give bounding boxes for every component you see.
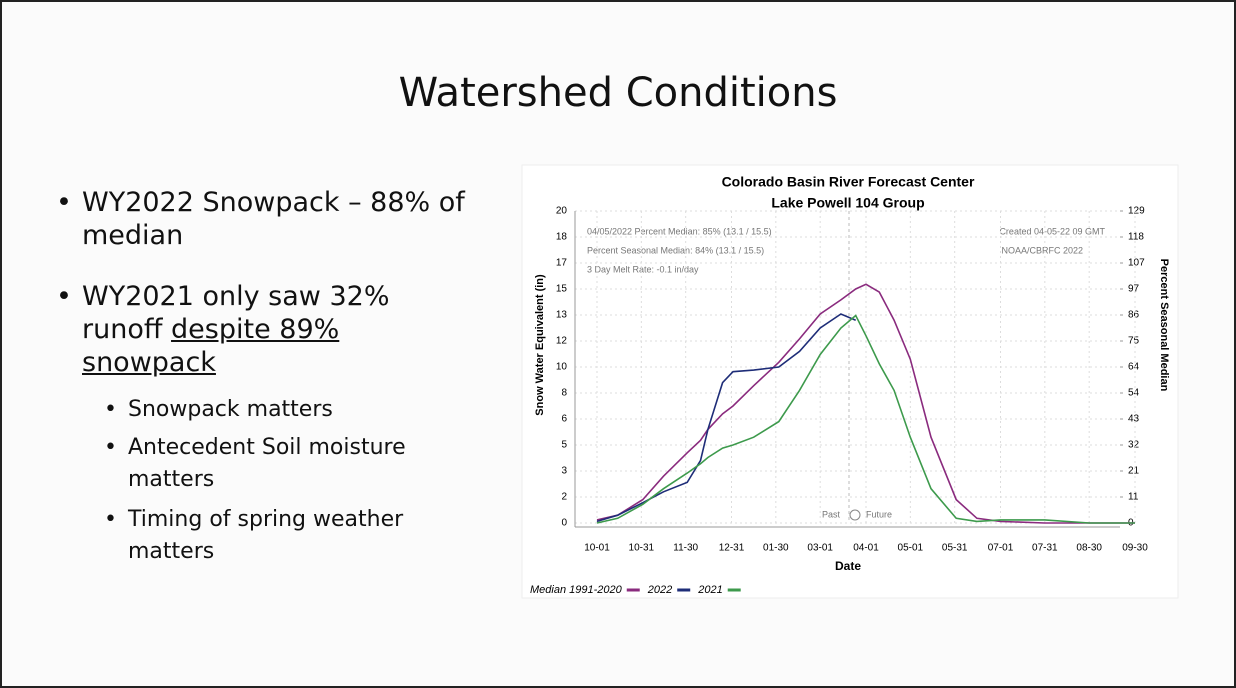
series-line: [596, 314, 1135, 524]
chart-title: Colorado Basin River Forecast Center: [722, 174, 975, 190]
x-tick-label: 09-30: [1122, 543, 1148, 554]
x-tick-label: 07-31: [1032, 543, 1058, 554]
chart-subtitle: Lake Powell 104 Group: [771, 195, 924, 211]
bullet-text: WY2021 only saw 32% runoff: [82, 281, 390, 345]
y-tick-label: 10: [556, 362, 568, 373]
y-tick-label: 12: [556, 336, 568, 347]
x-tick-label: 10-01: [584, 543, 610, 554]
sub-bullet: Antecedent Soil moisture matters: [104, 432, 464, 496]
y-tick-label: 8: [561, 388, 567, 399]
series-line: [596, 283, 1135, 524]
y2-tick-label: 43: [1128, 414, 1140, 425]
x-tick-label: 05-31: [942, 543, 968, 554]
sub-bullet-text: Antecedent Soil moisture matters: [128, 435, 406, 492]
underlined-text: despite 89% snowpack: [82, 314, 340, 378]
annotation: Created 04-05-22 09 GMT: [999, 226, 1105, 236]
x-tick-label: 01-30: [763, 543, 789, 554]
y-tick-label: 18: [556, 232, 568, 243]
legend-label: 2021: [697, 584, 722, 596]
slide-title: Watershed Conditions: [398, 70, 838, 116]
today-icon: [849, 509, 861, 521]
y-tick-label: 3: [561, 466, 567, 477]
x-tick-label: 12-31: [719, 543, 745, 554]
bullet-text: WY2021 only saw 32% runoff despite 89% s…: [56, 280, 476, 379]
y2-tick-label: 129: [1128, 206, 1145, 217]
y2-tick-label: 54: [1128, 388, 1140, 399]
x-tick-label: 05-01: [898, 543, 924, 554]
y-tick-label: 0: [561, 518, 567, 529]
y2-tick-label: 11: [1128, 492, 1139, 503]
y2-tick-label: 21: [1128, 466, 1140, 477]
x-tick-label: 11-30: [673, 543, 698, 554]
y2-tick-label: 97: [1128, 284, 1140, 295]
y2-tick-label: 86: [1128, 310, 1140, 321]
x-tick-label: 10-31: [629, 543, 655, 554]
sub-bullet-text: Timing of spring weather matters: [128, 507, 404, 564]
sub-bullet-text: Snowpack matters: [128, 397, 333, 422]
annotation: NOAA/CBRFC 2022: [1001, 245, 1083, 255]
y-tick-label: 6: [561, 414, 567, 425]
bullet: WY2021 only saw 32% runoff despite 89% s…: [56, 280, 476, 379]
bullet: WY2022 Snowpack – 88% of median: [56, 186, 476, 252]
legend-label: 2022: [647, 584, 672, 596]
y-tick-label: 15: [556, 284, 568, 295]
x-tick-label: 08-30: [1076, 543, 1102, 554]
y2-tick-label: 75: [1128, 336, 1140, 347]
annotation: Past: [822, 509, 841, 519]
y2-tick-label: 107: [1128, 258, 1145, 269]
x-tick-label: 03-01: [807, 543, 833, 554]
legend-label: Median 1991-2020: [530, 584, 623, 596]
annotation: Future: [866, 509, 892, 519]
y2-axis-label: Percent Seasonal Median: [1158, 259, 1170, 392]
y2-tick-label: 118: [1128, 232, 1144, 243]
y-tick-label: 2: [561, 492, 567, 503]
annotation: 04/05/2022 Percent Median: 85% (13.1 / 1…: [587, 226, 772, 236]
annotation: 3 Day Melt Rate: -0.1 in/day: [587, 264, 699, 274]
y-tick-label: 20: [556, 206, 568, 217]
y2-tick-label: 64: [1128, 362, 1140, 373]
y-tick-label: 17: [556, 258, 568, 269]
x-axis-label: Date: [835, 559, 861, 573]
y-tick-label: 5: [561, 440, 567, 451]
annotation: Percent Seasonal Median: 84% (13.1 / 15.…: [587, 245, 764, 255]
x-tick-label: 04-01: [853, 543, 879, 554]
sub-bullet: Snowpack matters: [104, 394, 464, 426]
y2-tick-label: 32: [1128, 440, 1140, 451]
y-axis-label: Snow Water Equivalent (in): [534, 274, 546, 416]
x-tick-label: 07-01: [988, 543, 1014, 554]
bullet-text: WY2022 Snowpack – 88% of median: [82, 187, 465, 251]
y-tick-label: 13: [556, 310, 568, 321]
sub-bullet: Timing of spring weather matters: [104, 504, 464, 568]
